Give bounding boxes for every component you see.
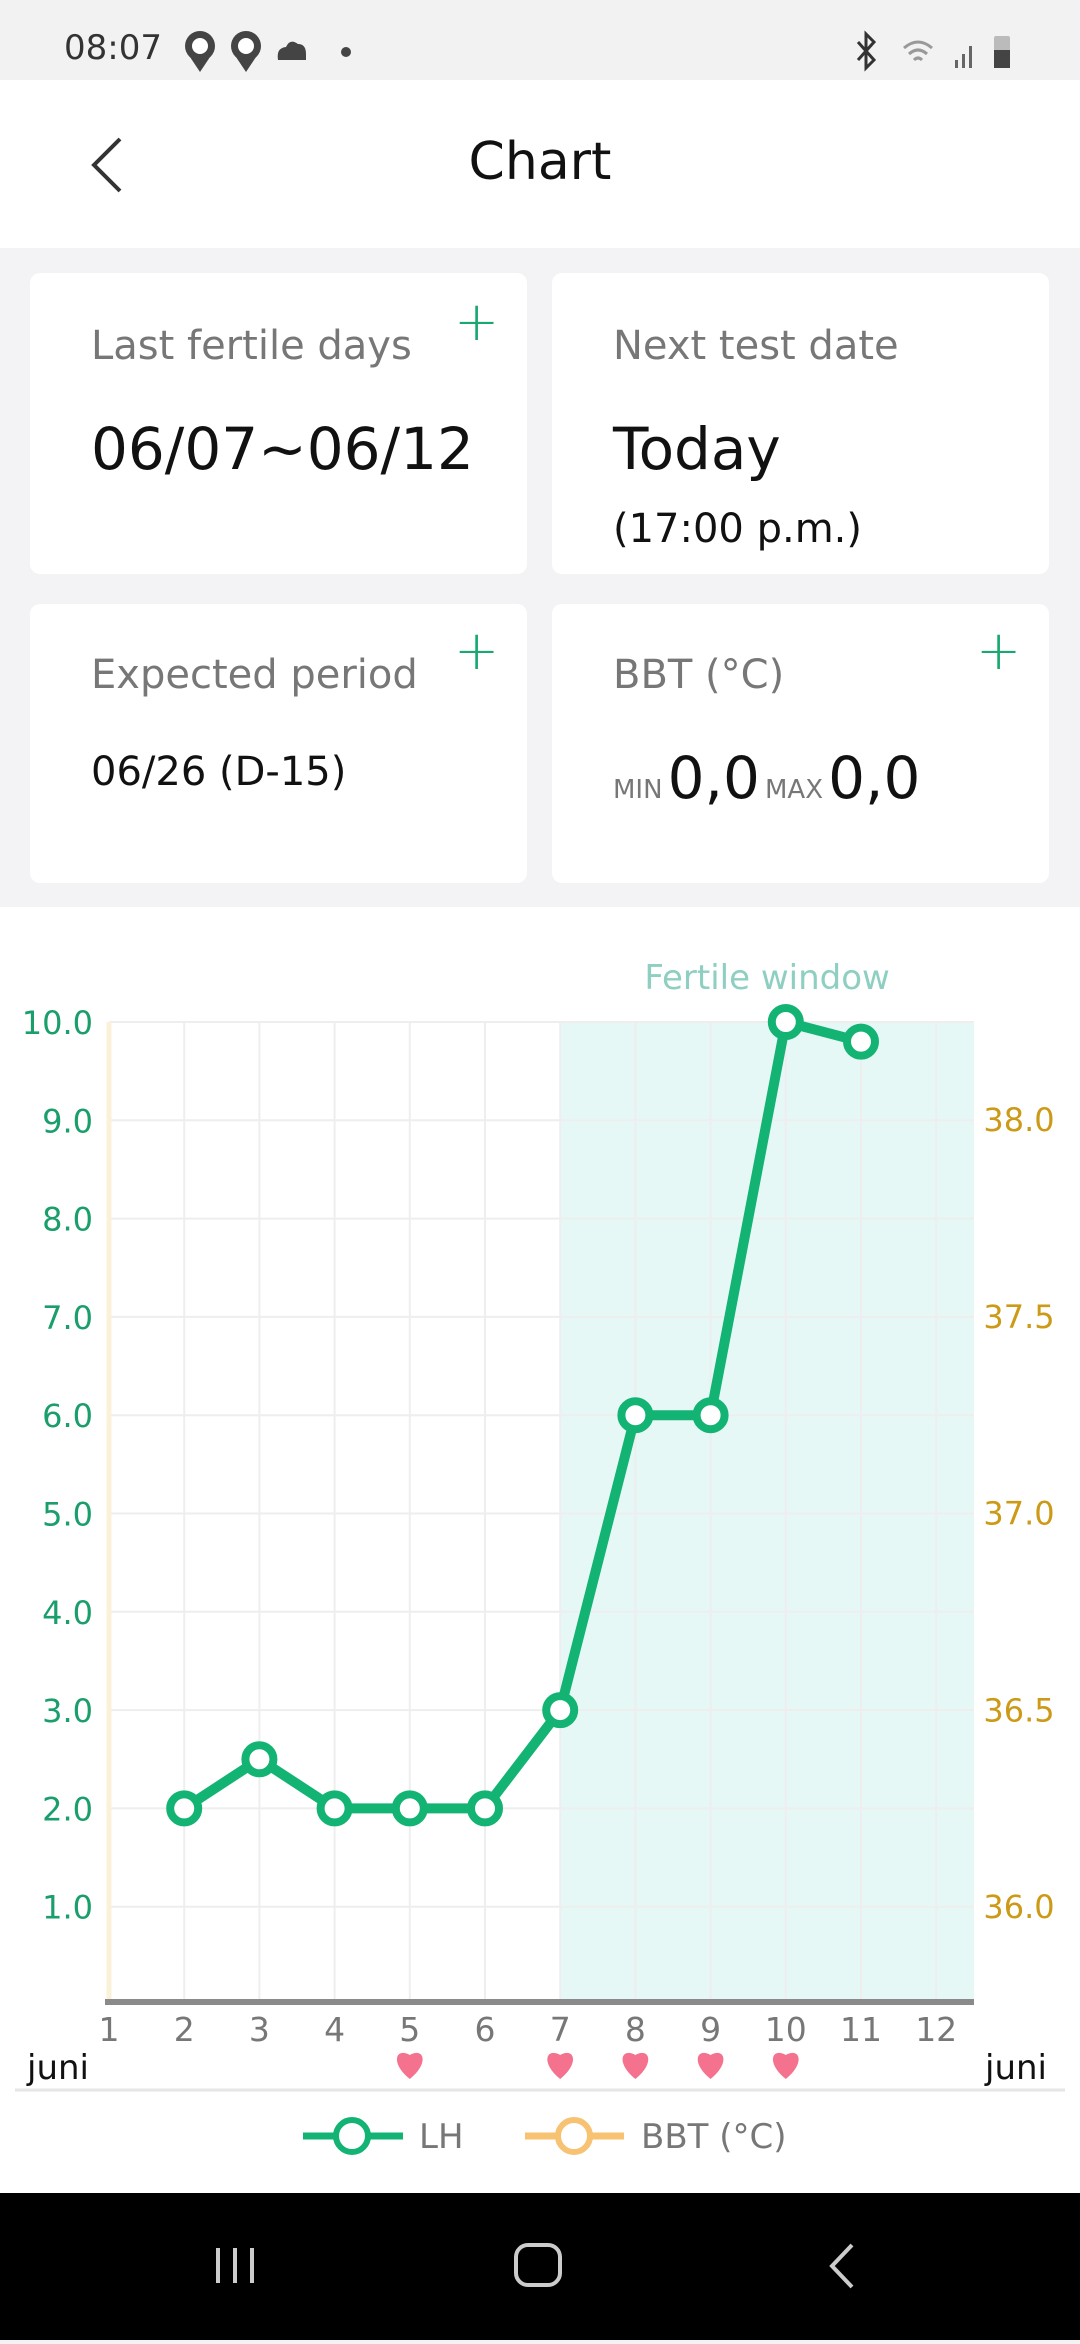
cloud-icon bbox=[277, 41, 306, 60]
lh-data-point bbox=[692, 1397, 729, 1434]
heart-icon bbox=[697, 2052, 724, 2079]
chevron-left-icon bbox=[91, 137, 122, 193]
legend-lh-label: LH bbox=[419, 2117, 464, 2157]
status-bar: 08:07 bbox=[0, 0, 1080, 80]
y-left-tick-label: 3.0 bbox=[42, 1692, 93, 1730]
x-month-label-left: juni bbox=[26, 2048, 89, 2088]
x-tick-label: 11 bbox=[840, 2010, 882, 2049]
card-label: BBT (°C) bbox=[613, 652, 785, 698]
bluetooth-icon bbox=[856, 30, 877, 72]
battery-icon bbox=[994, 36, 1010, 68]
card-next-test-date[interactable]: Next test date Today (17:00 p.m.) bbox=[552, 273, 1049, 574]
x-tick-label: 5 bbox=[399, 2010, 420, 2049]
notification-icons bbox=[185, 31, 306, 72]
y-left-tick-label: 9.0 bbox=[42, 1102, 93, 1140]
dot-icon bbox=[341, 47, 351, 57]
x-tick-label: 1 bbox=[99, 2010, 120, 2049]
card-value: 06/26 (D-15) bbox=[91, 749, 347, 795]
lh-data-point bbox=[617, 1397, 654, 1434]
min-label: MIN bbox=[613, 775, 663, 805]
fertile-window-label: Fertile window bbox=[644, 958, 890, 998]
x-tick-label: 3 bbox=[249, 2010, 270, 2049]
max-label: MAX bbox=[765, 775, 824, 805]
x-tick-label: 7 bbox=[550, 2010, 571, 2049]
add-icon[interactable]: + bbox=[454, 290, 500, 353]
legend-lh-marker bbox=[333, 2117, 371, 2155]
y-left-tick-label: 1.0 bbox=[42, 1889, 93, 1927]
heart-icon bbox=[547, 2052, 574, 2079]
back-nav-button[interactable] bbox=[829, 2243, 854, 2289]
status-time: 08:07 bbox=[64, 28, 162, 68]
recent-apps-button[interactable] bbox=[216, 2248, 254, 2283]
y-left-tick-label: 5.0 bbox=[42, 1496, 93, 1534]
y-right-tick-label: 36.0 bbox=[983, 1888, 1054, 1926]
paw-location-icon bbox=[185, 31, 215, 72]
lh-data-point bbox=[767, 1004, 804, 1040]
x-tick-label: 6 bbox=[475, 2010, 496, 2049]
card-label: Next test date bbox=[613, 323, 899, 369]
max-value: 0,0 bbox=[828, 744, 921, 812]
y-left-tick-label: 2.0 bbox=[42, 1790, 93, 1828]
heart-icon bbox=[622, 2052, 649, 2079]
heart-icon bbox=[772, 2052, 799, 2079]
x-month-label-right: juni bbox=[984, 2048, 1047, 2088]
x-tick-label: 8 bbox=[625, 2010, 646, 2049]
back-button[interactable] bbox=[88, 135, 128, 195]
card-subvalue: (17:00 p.m.) bbox=[613, 506, 862, 552]
navigation-bar bbox=[0, 2193, 1080, 2340]
lh-data-point bbox=[467, 1790, 503, 1827]
x-tick-label: 4 bbox=[324, 2010, 345, 2049]
home-button[interactable] bbox=[514, 2243, 562, 2287]
lh-bbt-chart: Fertile window 1.0 2.0 3.0 4.0 5.0 6.0 7.0 8.0 9.… bbox=[15, 958, 1065, 2157]
card-last-fertile-days[interactable]: Last fertile days + 06/07~06/12 bbox=[30, 273, 527, 574]
card-label: Last fertile days bbox=[91, 323, 412, 369]
y-right-tick-label: 38.0 bbox=[983, 1101, 1054, 1139]
fertile-window-band bbox=[560, 1022, 974, 1999]
y-left-tick-label: 4.0 bbox=[42, 1594, 93, 1632]
wifi-icon bbox=[903, 40, 933, 62]
paw-location-icon bbox=[231, 31, 261, 72]
legend-bbt-label: BBT (°C) bbox=[641, 2117, 787, 2157]
add-icon[interactable]: + bbox=[976, 619, 1022, 682]
lh-data-point bbox=[542, 1692, 579, 1729]
chart-section: Fertile window 1.0 2.0 3.0 4.0 5.0 6.0 7.0 8.0 9.… bbox=[0, 907, 1080, 2193]
lh-data-point bbox=[316, 1790, 353, 1827]
card-label: Expected period bbox=[91, 652, 418, 698]
x-tick-label: 9 bbox=[700, 2010, 721, 2049]
card-bbt[interactable]: BBT (°C) + MIN 0,0 MAX 0,0 bbox=[552, 604, 1049, 883]
lh-data-point bbox=[241, 1741, 278, 1778]
y-left-tick-label: 10.0 bbox=[22, 1004, 93, 1042]
app-header: Chart bbox=[0, 80, 1080, 248]
lh-data-point bbox=[391, 1790, 428, 1827]
x-tick-label: 10 bbox=[765, 2010, 807, 2049]
system-icons bbox=[856, 30, 1010, 72]
y-right-tick-label: 36.5 bbox=[983, 1691, 1054, 1729]
heart-icon bbox=[396, 2052, 423, 2079]
card-value: 06/07~06/12 bbox=[91, 415, 474, 483]
x-tick-label: 2 bbox=[174, 2010, 195, 2049]
bbt-min-max: MIN 0,0 MAX 0,0 bbox=[613, 744, 920, 812]
add-icon[interactable]: + bbox=[454, 619, 500, 682]
y-left-tick-label: 7.0 bbox=[42, 1299, 93, 1337]
min-value: 0,0 bbox=[667, 744, 760, 812]
x-tick-label: 12 bbox=[915, 2010, 957, 2049]
card-value: Today bbox=[613, 415, 781, 483]
y-left-tick-label: 6.0 bbox=[42, 1397, 93, 1435]
legend-bbt-marker bbox=[555, 2117, 593, 2155]
page-title: Chart bbox=[468, 132, 612, 192]
signal-icon bbox=[955, 46, 972, 68]
y-right-tick-label: 37.5 bbox=[983, 1298, 1054, 1336]
lh-data-point bbox=[166, 1790, 203, 1827]
card-expected-period[interactable]: Expected period + 06/26 (D-15) bbox=[30, 604, 527, 883]
y-right-tick-label: 37.0 bbox=[983, 1495, 1054, 1533]
lh-data-point bbox=[843, 1023, 879, 1060]
y-left-tick-label: 8.0 bbox=[42, 1201, 93, 1239]
lh-series-line bbox=[181, 1017, 863, 1814]
